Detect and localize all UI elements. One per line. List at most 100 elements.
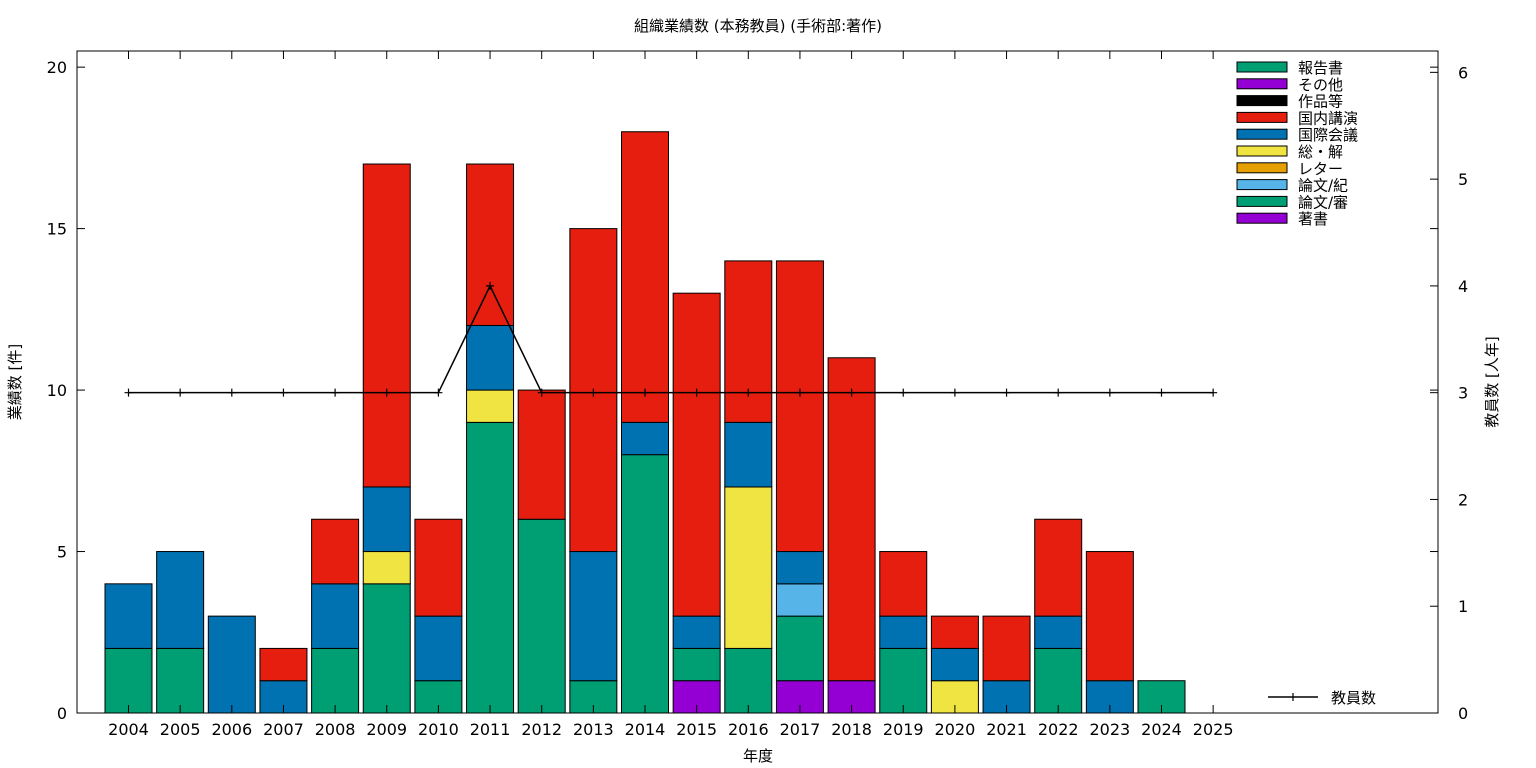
x-axis: 2004 2005 2006 2007 2008 2009 2010 2011 2012 2013…	[108, 51, 1234, 739]
x-tick-label-2020: 2020	[935, 720, 976, 739]
x-tick-label-2016: 2016	[728, 720, 769, 739]
legend-swatch-6	[1236, 162, 1288, 174]
x-tick-label-2010: 2010	[418, 720, 459, 739]
bar-segment-2017-2	[775, 583, 824, 617]
legend-swatch-2	[1236, 95, 1288, 107]
bar-segment-2010-5	[414, 615, 463, 682]
legend-label-2: 作品等	[1298, 93, 1343, 111]
teacher-count-point-2019	[899, 388, 908, 397]
bar-segment-2015-6	[672, 292, 721, 617]
x-tick-label-2013: 2013	[573, 720, 614, 739]
bar-segment-2006-5	[207, 615, 256, 714]
bar-segment-2022-6	[1034, 518, 1083, 617]
bar-segment-2016-1	[724, 647, 773, 714]
legend-label-3: 国内講演	[1298, 109, 1358, 127]
teacher-count-point-2017	[795, 388, 804, 397]
line-legend: 教員数	[1268, 689, 1376, 707]
bar-segment-2013-5	[569, 551, 618, 682]
legend-swatch-1	[1236, 78, 1288, 90]
x-tick-label-2025: 2025	[1193, 720, 1234, 739]
bar-segment-2007-6	[259, 647, 308, 682]
teacher-count-point-2006	[227, 388, 236, 397]
legend-label-8: 論文/審	[1298, 193, 1348, 211]
legend-swatch-0	[1236, 61, 1288, 73]
legend-label-6: レター	[1298, 160, 1343, 178]
y-axis-right: 0 1 2 3 4 5 6	[1430, 63, 1468, 723]
teacher-count-point-2013	[589, 388, 598, 397]
legend-swatch-5	[1236, 145, 1288, 157]
bar-segment-2014-6	[621, 131, 669, 423]
bar-segment-2019-5	[879, 615, 928, 649]
y-axis-label: 業績数 [件]	[6, 344, 24, 420]
bar-segment-2018-6	[827, 357, 876, 682]
bar-segment-2005-1	[156, 647, 205, 714]
bar-segment-2012-1	[517, 518, 566, 714]
legend-swatch-4	[1236, 128, 1288, 140]
legend-label-9: 著書	[1298, 210, 1328, 228]
bar-segment-2009-1	[362, 583, 411, 714]
bar-segment-2011-1	[466, 421, 515, 714]
bar-segment-2008-5	[311, 583, 360, 649]
bar-segment-2016-4	[724, 486, 773, 649]
legend-label-0: 報告書	[1298, 59, 1343, 77]
bar-segment-2022-5	[1034, 615, 1083, 649]
bar-segment-2019-6	[879, 551, 928, 617]
plot-bars	[104, 131, 1186, 714]
x-tick-label-2007: 2007	[263, 720, 304, 739]
bar-segment-2009-6	[362, 163, 411, 488]
y2-tick-label-4: 4	[1458, 277, 1468, 296]
bar-segment-2017-1	[775, 615, 824, 682]
bar-segment-2015-5	[672, 615, 721, 649]
bar-segment-2011-6	[466, 163, 515, 326]
bar-segment-2009-5	[362, 486, 411, 553]
y2-tick-label-2: 2	[1458, 490, 1468, 509]
teacher-count-point-2021	[1002, 388, 1011, 397]
bar-segment-2017-6	[775, 260, 824, 553]
chart-title: 組織業績数 (本務教員) (手術部:著作)	[634, 17, 882, 35]
y-tick-label-10: 10	[47, 381, 67, 400]
teacher-count-point-2005	[176, 388, 185, 397]
teacher-count-point-2012	[537, 388, 546, 397]
teacher-count-point-2011	[486, 281, 495, 290]
bar-segment-2020-6	[930, 615, 979, 649]
bar-segment-2004-5	[104, 583, 153, 649]
teacher-count-point-2024	[1157, 388, 1166, 397]
legend-swatch-3	[1236, 111, 1288, 123]
y2-tick-label-0: 0	[1458, 704, 1468, 723]
teacher-count-point-2020	[950, 388, 959, 397]
teacher-count-point-2025	[1209, 388, 1218, 397]
bar-segment-2021-6	[982, 615, 1031, 682]
bar-segment-2010-6	[414, 518, 463, 617]
teacher-count-point-2018	[847, 388, 856, 397]
bar-segment-2016-6	[724, 260, 773, 423]
teacher-count-point-2008	[331, 388, 340, 397]
bar-segment-2015-1	[672, 647, 721, 682]
x-tick-label-2022: 2022	[1038, 720, 1079, 739]
teacher-count-point-2014	[641, 388, 649, 397]
x-tick-label-2024: 2024	[1141, 720, 1182, 739]
y2-tick-label-1: 1	[1458, 597, 1468, 616]
bar-segment-2017-5	[775, 551, 824, 585]
teacher-count-point-2023	[1105, 388, 1114, 397]
x-tick-label-2017: 2017	[780, 720, 821, 739]
bar-segment-2011-5	[466, 324, 515, 391]
bar-segment-2004-1	[104, 647, 153, 714]
teacher-count-point-2007	[279, 388, 288, 397]
legend-label-7: 論文/紀	[1298, 177, 1348, 195]
teacher-line-series	[124, 281, 1218, 397]
x-tick-label-2008: 2008	[315, 720, 356, 739]
x-tick-label-2009: 2009	[366, 720, 407, 739]
teacher-count-point-2004	[124, 388, 133, 397]
y-tick-label-15: 15	[47, 220, 67, 239]
x-tick-label-2012: 2012	[521, 720, 562, 739]
teacher-count-point-2022	[1054, 388, 1063, 397]
y-tick-label-20: 20	[47, 58, 67, 77]
bar-segment-2019-1	[879, 647, 928, 714]
legend-swatch-9	[1236, 212, 1288, 224]
bar-segment-2009-4	[362, 551, 411, 585]
x-tick-label-2023: 2023	[1089, 720, 1130, 739]
bar-segment-2016-5	[724, 421, 773, 488]
x-tick-label-2005: 2005	[160, 720, 201, 739]
line-legend-label: 教員数	[1331, 689, 1376, 707]
